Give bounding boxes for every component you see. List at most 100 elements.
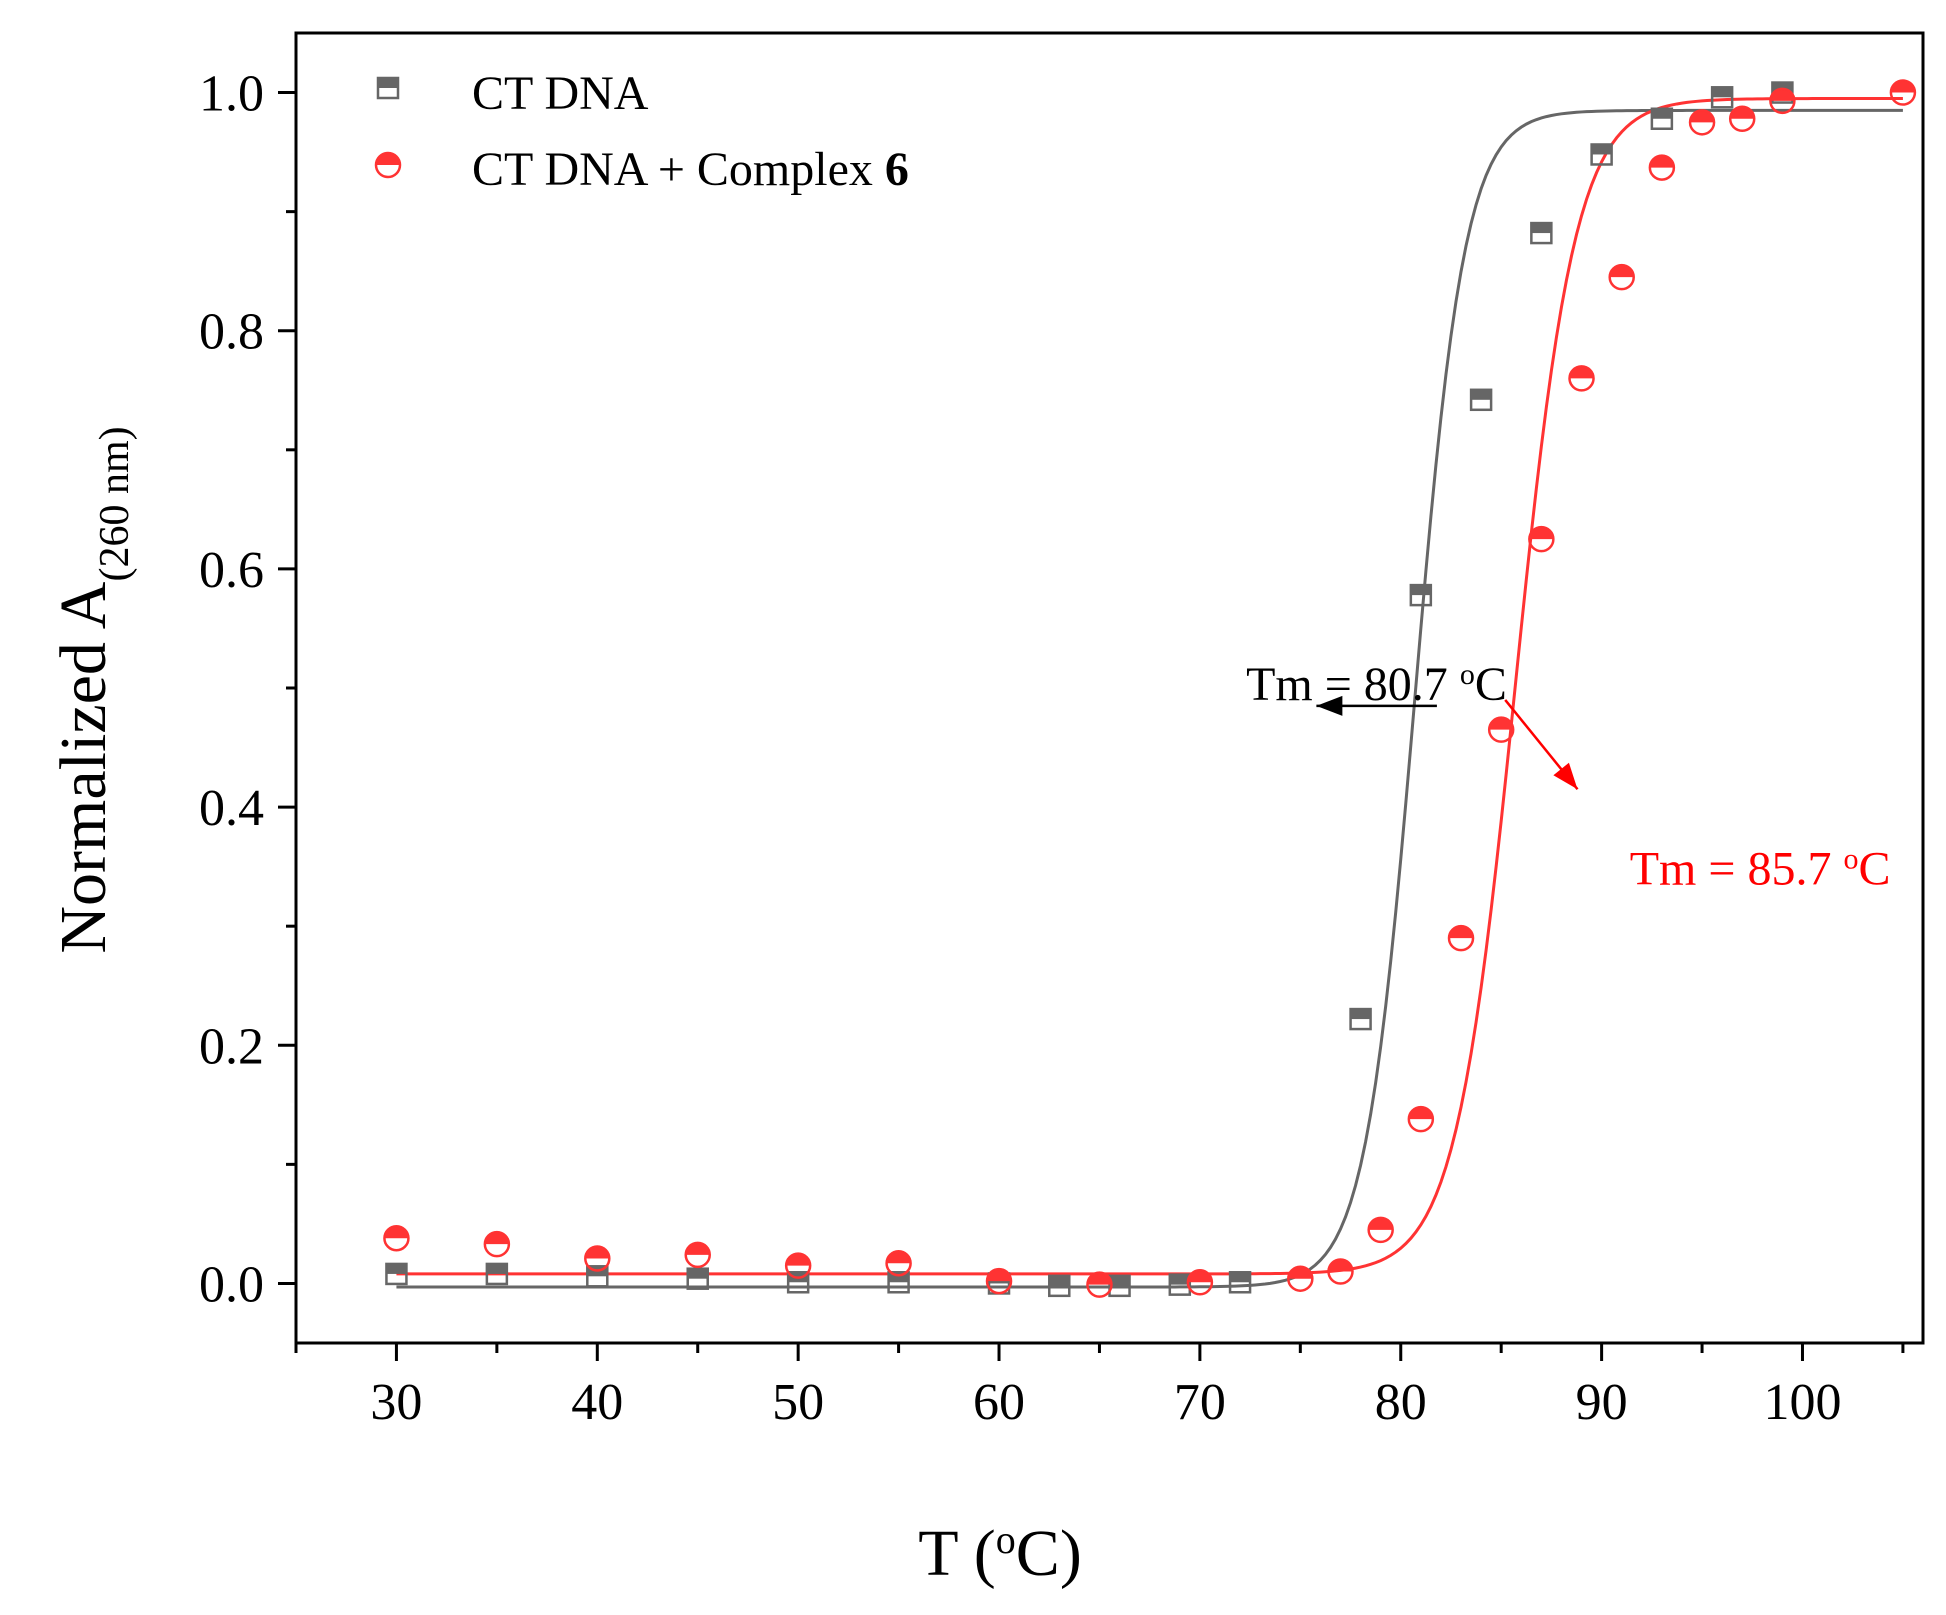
marker-fill — [486, 1263, 507, 1274]
tm-ct-dna-arrowhead — [1316, 695, 1343, 716]
marker-fill — [687, 1268, 708, 1279]
marker-outline — [385, 1262, 408, 1286]
complex-6-point — [1447, 924, 1475, 952]
marker-outline — [1528, 525, 1555, 553]
marker-outline — [1048, 1274, 1071, 1298]
ct-dna-point — [1710, 86, 1734, 109]
marker-fill — [1049, 1275, 1070, 1286]
tm-label-unit: C — [1858, 843, 1890, 896]
x-tick-label: 30 — [370, 1374, 422, 1431]
marker-outline — [376, 76, 400, 100]
y-axis-title-subscript: (260 nm) — [92, 426, 138, 581]
y-tick-label: 0.6 — [199, 542, 264, 599]
marker-outline — [1889, 79, 1917, 106]
marker-outline — [1168, 1273, 1192, 1296]
axis-titles: T (oC) Normalized A(260 nm) — [47, 426, 1082, 1590]
x-tick-label: 60 — [973, 1374, 1025, 1431]
marker-outline — [383, 1224, 410, 1252]
tm-label-unit: C — [1475, 658, 1507, 711]
marker-fill — [1531, 223, 1552, 234]
marker-outline — [483, 1230, 511, 1258]
y-tick-label: 0.8 — [199, 304, 264, 361]
complex-6-point — [1648, 154, 1676, 181]
marker-outline — [1728, 105, 1756, 132]
x-axis-title-degree: o — [996, 1517, 1016, 1562]
ct-dna-point — [686, 1267, 709, 1290]
marker-outline — [1367, 1216, 1394, 1244]
marker-fill — [1591, 144, 1612, 155]
marker-outline — [584, 1245, 611, 1272]
complex-6-point — [1186, 1269, 1214, 1296]
complex-6-point — [1528, 525, 1555, 553]
marker-outline — [1108, 1274, 1131, 1298]
complex-6-point — [784, 1252, 812, 1279]
marker-outline — [1327, 1258, 1354, 1285]
y-axis-title-text: Normalized A — [47, 581, 120, 953]
x-axis-title-text: T ( — [918, 1517, 996, 1590]
legend-circle-marker — [374, 151, 402, 179]
tm-label-degree: o — [1460, 657, 1475, 690]
complex-6-point — [1327, 1258, 1354, 1285]
ct-dna-point — [485, 1262, 509, 1286]
x-tick-label: 50 — [772, 1374, 824, 1431]
complex-6-point — [885, 1249, 912, 1277]
x-axis-title: T (oC) — [918, 1517, 1082, 1591]
marker-outline — [1349, 1007, 1372, 1031]
y-tick-label: 0.2 — [199, 1018, 264, 1075]
complex-6-point — [383, 1224, 410, 1252]
marker-outline — [1688, 109, 1716, 136]
complex-6-point — [1688, 109, 1716, 136]
marker-outline — [1407, 1105, 1435, 1133]
legend-label-complex-number: 6 — [885, 143, 909, 196]
ct-dna-point — [1349, 1007, 1372, 1031]
marker-fill — [888, 1272, 909, 1283]
marker-fill — [1651, 108, 1672, 119]
x-axis-title-unit: C) — [1016, 1517, 1082, 1590]
marker-outline — [887, 1271, 910, 1294]
ct-dna-point — [887, 1271, 910, 1294]
marker-outline — [1487, 716, 1515, 743]
legend: CT DNA CT DNA + Complex 6 — [374, 67, 909, 196]
complex-6-point — [1889, 79, 1917, 106]
marker-fill — [1712, 87, 1733, 98]
x-tick-label: 40 — [571, 1374, 623, 1431]
legend-label-ct-dna-complex-6: CT DNA + Complex 6 — [472, 143, 909, 196]
ct-dna-point — [1048, 1274, 1071, 1298]
tm-ct-dna-label: Tm = 80.7 oC — [1246, 657, 1507, 711]
tm-label-text: Tm = 80.7 — [1246, 658, 1460, 711]
marker-outline — [1710, 86, 1734, 109]
marker-outline — [485, 1262, 509, 1286]
complex-6-point — [1608, 263, 1635, 291]
marker-outline — [1608, 263, 1635, 291]
x-tick-label: 90 — [1576, 1374, 1628, 1431]
complex-6-point — [985, 1267, 1013, 1295]
complex-6-point — [1086, 1271, 1113, 1298]
data-points — [383, 79, 1917, 1298]
marker-outline — [1648, 154, 1676, 181]
marker-outline — [1590, 143, 1613, 166]
marker-outline — [1568, 365, 1595, 392]
x-axis-ticks: 30 40 50 60 70 80 90 100 — [294, 1343, 1905, 1431]
marker-outline — [1469, 388, 1493, 412]
tm-label-text: Tm = 85.7 — [1630, 843, 1844, 896]
ct-dna-point — [1409, 583, 1433, 607]
ct-dna-point — [385, 1262, 408, 1286]
complex-6-point — [1568, 365, 1595, 392]
tm-complex-6-label: Tm = 85.7 oC — [1630, 842, 1891, 896]
marker-outline — [1186, 1269, 1214, 1296]
marker-outline — [1409, 583, 1433, 607]
marker-fill — [1230, 1272, 1251, 1283]
ct-dna-point — [1108, 1274, 1131, 1298]
legend-square-marker — [376, 76, 400, 100]
marker-outline — [684, 1241, 711, 1269]
marker-fill — [1350, 1009, 1371, 1020]
marker-outline — [1287, 1265, 1314, 1292]
marker-outline — [1650, 107, 1674, 130]
marker-outline — [586, 1265, 609, 1288]
marker-outline — [786, 1271, 810, 1294]
marker-outline — [1228, 1271, 1252, 1294]
x-tick-label: 70 — [1174, 1374, 1226, 1431]
complex-6-point — [1407, 1105, 1435, 1133]
marker-outline — [1530, 221, 1553, 245]
